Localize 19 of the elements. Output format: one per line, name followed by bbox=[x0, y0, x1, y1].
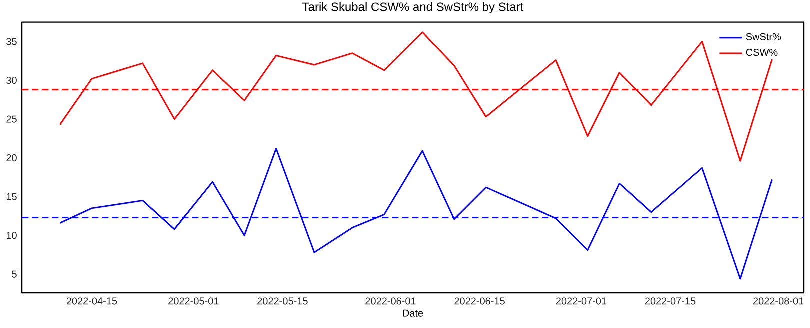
x-axis-title: Date bbox=[403, 310, 424, 317]
y-tick-label: 30 bbox=[6, 76, 17, 84]
y-tick-label: 15 bbox=[6, 193, 17, 200]
x-tick-label: 2022-04-15 bbox=[66, 298, 118, 305]
x-tick-label: 2022-07-01 bbox=[556, 298, 607, 305]
x-tick-label: 2022-05-15 bbox=[258, 298, 308, 305]
x-tick-label: 2022-07-15 bbox=[645, 298, 696, 305]
chart-title: Tarik Skubal CSW% and SwStr% by Start bbox=[302, 2, 524, 14]
legend-label: CSW% bbox=[746, 48, 778, 56]
x-tick-label: 2022-06-01 bbox=[366, 298, 416, 305]
x-tick-label: 2022-08-01 bbox=[753, 298, 804, 305]
y-tick-label: 20 bbox=[6, 154, 17, 162]
x-tick-label: 2022-05-01 bbox=[168, 298, 219, 305]
x-tick-label: 2022-06-15 bbox=[454, 298, 505, 305]
y-tick-label: 35 bbox=[6, 38, 17, 46]
y-tick-label: 25 bbox=[6, 116, 17, 123]
y-tick-label: 5 bbox=[12, 270, 17, 278]
legend-label: SwStr% bbox=[746, 33, 782, 40]
y-tick-label: 10 bbox=[6, 232, 17, 240]
